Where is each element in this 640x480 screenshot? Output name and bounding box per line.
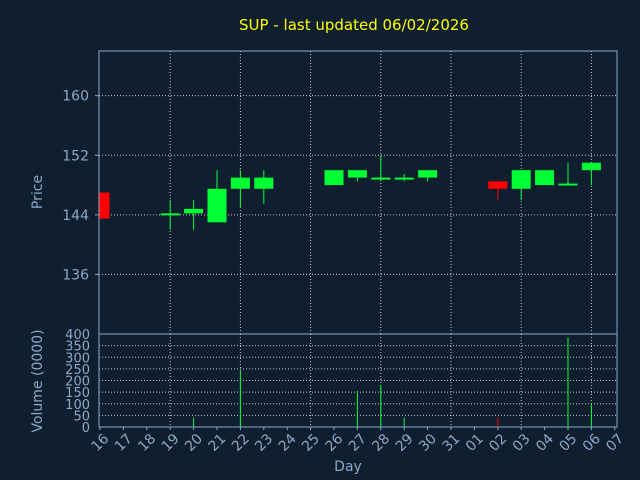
candle-body	[100, 192, 110, 219]
candles	[99, 155, 601, 230]
volume-tick-label: 350	[65, 340, 90, 355]
candle-body	[160, 213, 180, 216]
x-tick-label: 27	[346, 431, 370, 455]
x-tick-label: 16	[89, 431, 113, 455]
volume-grid	[99, 333, 617, 428]
x-tick-label: 02	[486, 431, 510, 455]
volume-tick-label: 250	[65, 363, 90, 378]
price-tick-label: 160	[62, 89, 89, 105]
x-tick-label: 29	[393, 431, 417, 455]
x-tick-label: 28	[369, 431, 393, 455]
candle-body	[511, 170, 531, 189]
volume-frame	[98, 333, 618, 428]
volume-tick-label: 400	[65, 328, 90, 343]
x-tick-label: 03	[510, 431, 534, 455]
volume-tick-label: 150	[65, 386, 90, 401]
candle-body	[254, 177, 274, 189]
x-tick-label: 01	[463, 431, 487, 455]
price-tick-label: 144	[62, 208, 89, 224]
x-tick-label: 18	[135, 431, 159, 455]
volume-tick-label: 300	[65, 351, 90, 366]
candle-body	[184, 208, 204, 214]
chart-title: SUP - last updated 06/02/2026	[239, 16, 469, 34]
candle-body	[418, 170, 438, 178]
volume-bars	[193, 337, 592, 427]
price-grid	[99, 51, 617, 334]
x-tick-label: 26	[323, 431, 347, 455]
volume-tick-label: 100	[65, 398, 90, 413]
price-axis-label: Price	[30, 175, 46, 209]
volume-tick-label: 200	[65, 375, 90, 390]
price-frame	[98, 50, 618, 335]
x-tick-label: 07	[603, 431, 627, 455]
candle-body	[324, 170, 344, 186]
x-tick-label: 31	[440, 431, 464, 455]
x-tick-label: 21	[206, 431, 230, 455]
x-tick-label: 19	[159, 431, 183, 455]
candle-body	[558, 183, 578, 186]
x-tick-label: 17	[112, 431, 136, 455]
volume-axis-label: Volume (0000)	[30, 329, 46, 432]
volume-tick-label: 50	[73, 409, 90, 424]
x-tick-label: 25	[299, 431, 323, 455]
candle-body	[535, 170, 555, 186]
x-tick-label: 05	[557, 431, 581, 455]
x-tick-label: 04	[533, 431, 557, 455]
candle-body	[488, 181, 508, 189]
candle-body	[581, 162, 601, 171]
x-tick-label: 30	[416, 431, 440, 455]
price-tick-label: 152	[62, 148, 89, 164]
candle-body	[230, 177, 250, 189]
x-tick-label: 24	[276, 431, 300, 455]
x-tick-label: 23	[252, 431, 276, 455]
x-axis-label: Day	[334, 459, 362, 475]
candle-body	[394, 177, 414, 180]
price-axis: 136 144 152 160	[62, 89, 99, 283]
x-tick-label: 20	[182, 431, 206, 455]
price-panel: 136 144 152 160 Price	[30, 50, 618, 335]
candle-body	[347, 170, 367, 178]
candle-body	[371, 177, 391, 180]
x-tick-label: 06	[580, 431, 604, 455]
x-axis: 16 17 18 19 20 21 22 23 24 25 26 27 28 29 30 31 01 02 03 04…	[89, 427, 627, 455]
price-tick-label: 136	[62, 267, 89, 283]
candle-body	[207, 188, 227, 223]
x-tick-label: 22	[229, 431, 253, 455]
volume-tick-label: 0	[82, 421, 90, 436]
